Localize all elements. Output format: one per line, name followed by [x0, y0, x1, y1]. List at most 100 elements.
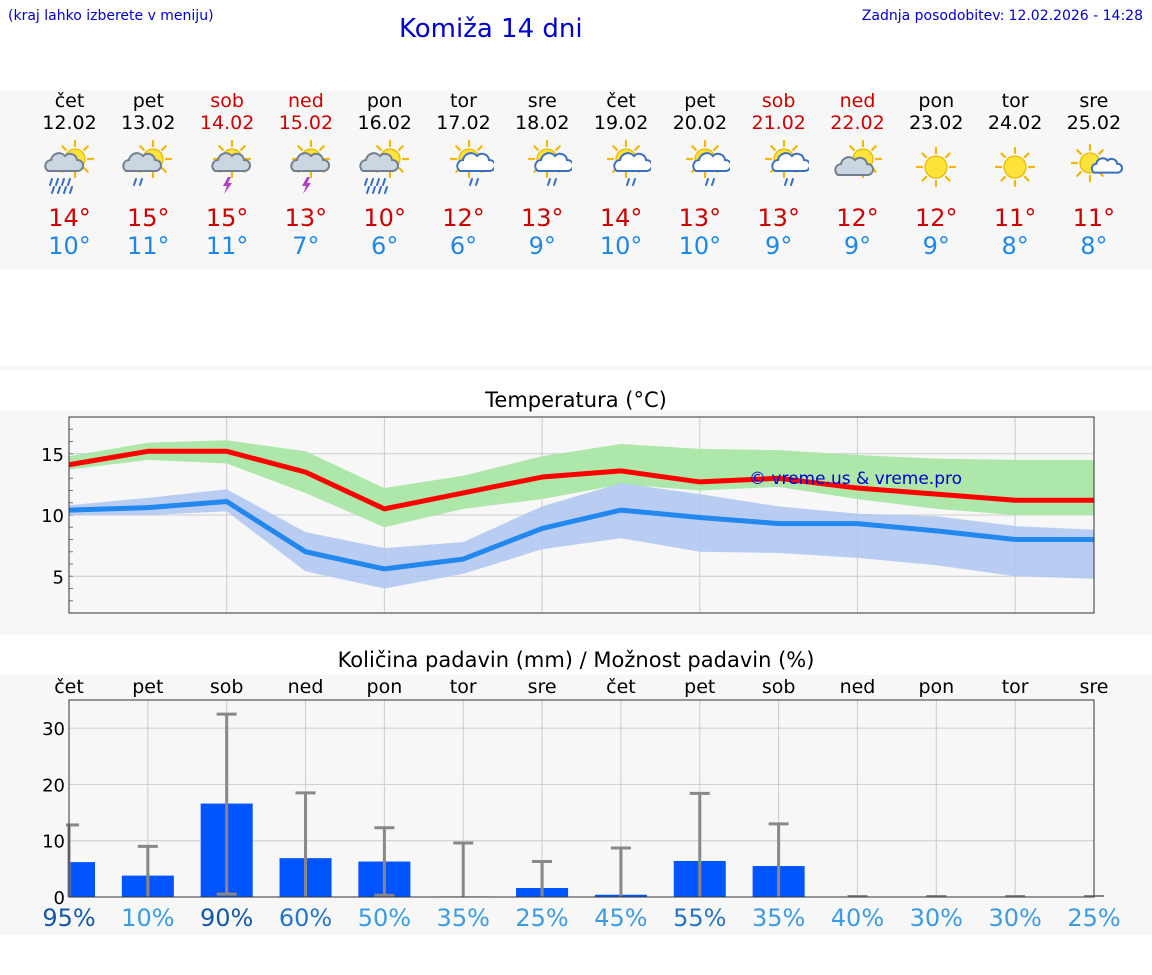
- forecast-band: [0, 90, 1152, 270]
- temp-max: 13°: [678, 204, 722, 232]
- page-title: Komiža 14 dni: [399, 14, 583, 44]
- temp-min: 10°: [599, 232, 643, 260]
- temp-max: 12°: [836, 204, 879, 232]
- day-date: 12.02: [42, 112, 97, 134]
- day-column: sob 14.02 15° 11°: [188, 90, 267, 260]
- precip-probability: 90%: [200, 904, 253, 932]
- day-name: pon: [918, 90, 955, 112]
- day-column: tor 24.02 11° 8°: [976, 90, 1055, 260]
- temp-max: 13°: [284, 204, 328, 232]
- x-tick-label: čet: [54, 676, 84, 698]
- x-tick-label: pon: [918, 676, 954, 698]
- day-name: tor: [450, 90, 477, 112]
- day-name: sre: [1079, 90, 1109, 112]
- day-name: sre: [527, 90, 557, 112]
- sun-cloud-icon: [818, 134, 897, 204]
- divider: [0, 366, 1152, 370]
- day-date: 23.02: [909, 112, 964, 134]
- day-column: sre 25.02 11° 8°: [1054, 90, 1133, 260]
- sun-cloud-light-rain-icon: [739, 134, 818, 204]
- temp-min: 9°: [765, 232, 793, 260]
- day-name: ned: [839, 90, 876, 112]
- day-date: 22.02: [830, 112, 885, 134]
- plot-frame: [68, 416, 1095, 614]
- temp-min: 6°: [371, 232, 399, 260]
- max-temperature-line: [68, 448, 1094, 512]
- precip-probability: 25%: [1067, 904, 1120, 932]
- day-column: pet 20.02 13° 10°: [660, 90, 739, 260]
- day-date: 19.02: [593, 112, 649, 134]
- day-name: sob: [761, 90, 796, 112]
- day-name: čet: [54, 90, 85, 112]
- x-tick-label: pet: [132, 676, 163, 698]
- watermark: © vreme.us & vreme.pro: [749, 469, 962, 489]
- x-tick-label: tor: [450, 676, 477, 698]
- day-column: pet 13.02 15° 11°: [109, 90, 188, 260]
- day-column: pon 23.02 12° 9°: [897, 90, 976, 260]
- day-column: ned 15.02 13° 7°: [266, 90, 345, 260]
- precip-probability: 55%: [673, 904, 726, 932]
- x-tick-label: ned: [288, 676, 324, 698]
- temperature-chart: 5 10 15 © vreme.us & vreme.pro: [41, 416, 1095, 614]
- temp-max: 10°: [363, 204, 406, 232]
- location-hint: (kraj lahko izberete v meniju): [8, 8, 214, 24]
- x-tick-label: sob: [210, 676, 244, 698]
- last-updated: Zadnja posodobitev: 12.02.2026 - 14:28: [858, 8, 1143, 24]
- temp-min: 11°: [127, 232, 170, 260]
- day-date: 24.02: [987, 112, 1043, 134]
- precip-bar: [69, 862, 95, 897]
- precip-probability: 95%: [42, 904, 95, 932]
- day-date: 14.02: [199, 112, 255, 134]
- precip-probability: 25%: [515, 904, 568, 932]
- temp-min: 7°: [292, 232, 320, 260]
- temp-max: 12°: [442, 204, 485, 232]
- day-name: ned: [287, 90, 324, 112]
- x-tick-label: pon: [367, 676, 403, 698]
- precip-probability: 30%: [910, 904, 963, 932]
- sun-small-cloud-icon: [1054, 134, 1133, 204]
- precipitation-chart: 0 10 20 30 čet pet sob ned pon tor sre čet pet sob ned…: [42, 676, 1121, 932]
- sun-icon: [897, 134, 976, 204]
- temp-max: 11°: [993, 204, 1037, 232]
- precipitation-chart-title: Količina padavin (mm) / Možnost padavin …: [337, 648, 815, 672]
- day-column: tor 17.02 12° 6°: [424, 90, 503, 260]
- day-name: pet: [132, 90, 164, 112]
- temp-max: 15°: [127, 204, 170, 232]
- precip-probability: 45%: [594, 904, 647, 932]
- day-name: pet: [684, 90, 716, 112]
- temp-min: 9°: [922, 232, 950, 260]
- day-date: 25.02: [1066, 112, 1122, 134]
- temp-max: 13°: [521, 204, 564, 232]
- day-column: čet 12.02 14° 10°: [30, 90, 109, 260]
- precip-probability: 50%: [358, 904, 411, 932]
- y-tick-label: 10: [42, 832, 65, 853]
- temp-max: 13°: [757, 204, 800, 232]
- precip-probability: 10%: [121, 904, 174, 932]
- temp-min: 8°: [1001, 232, 1029, 260]
- day-column: sre 18.02 13° 9°: [503, 90, 582, 260]
- temperature-chart-title: Temperatura (°C): [485, 388, 667, 412]
- day-column: čet 19.02 14° 10°: [582, 90, 661, 260]
- day-column: pon 16.02 10° 6°: [345, 90, 424, 260]
- sun-cloud-light-rain-icon: [424, 134, 503, 204]
- precip-probability: 40%: [831, 904, 884, 932]
- precip-probability: 60%: [279, 904, 332, 932]
- y-tick-label: 15: [41, 445, 64, 466]
- day-date: 15.02: [278, 112, 334, 134]
- sun-icon: [976, 134, 1055, 204]
- sun-cloud-light-rain-icon: [660, 134, 739, 204]
- max-range-band: [69, 440, 1094, 528]
- sun-cloud-heavy-rain-icon: [345, 134, 424, 204]
- temp-min: 9°: [528, 232, 556, 260]
- y-tick-label: 20: [42, 775, 65, 796]
- last-updated-value: 12.02.2026 - 14:28: [1008, 8, 1143, 24]
- x-tick-label: čet: [606, 676, 636, 698]
- day-name: čet: [606, 90, 636, 112]
- sun-cloud-thunder-icon: [266, 134, 345, 204]
- x-tick-label: sre: [1080, 676, 1109, 698]
- precip-probability: 35%: [752, 904, 805, 932]
- temp-min: 10°: [48, 232, 91, 260]
- last-updated-label: Zadnja posodobitev:: [861, 8, 1005, 24]
- x-tick-label: sob: [762, 676, 796, 698]
- temp-min: 11°: [205, 232, 249, 260]
